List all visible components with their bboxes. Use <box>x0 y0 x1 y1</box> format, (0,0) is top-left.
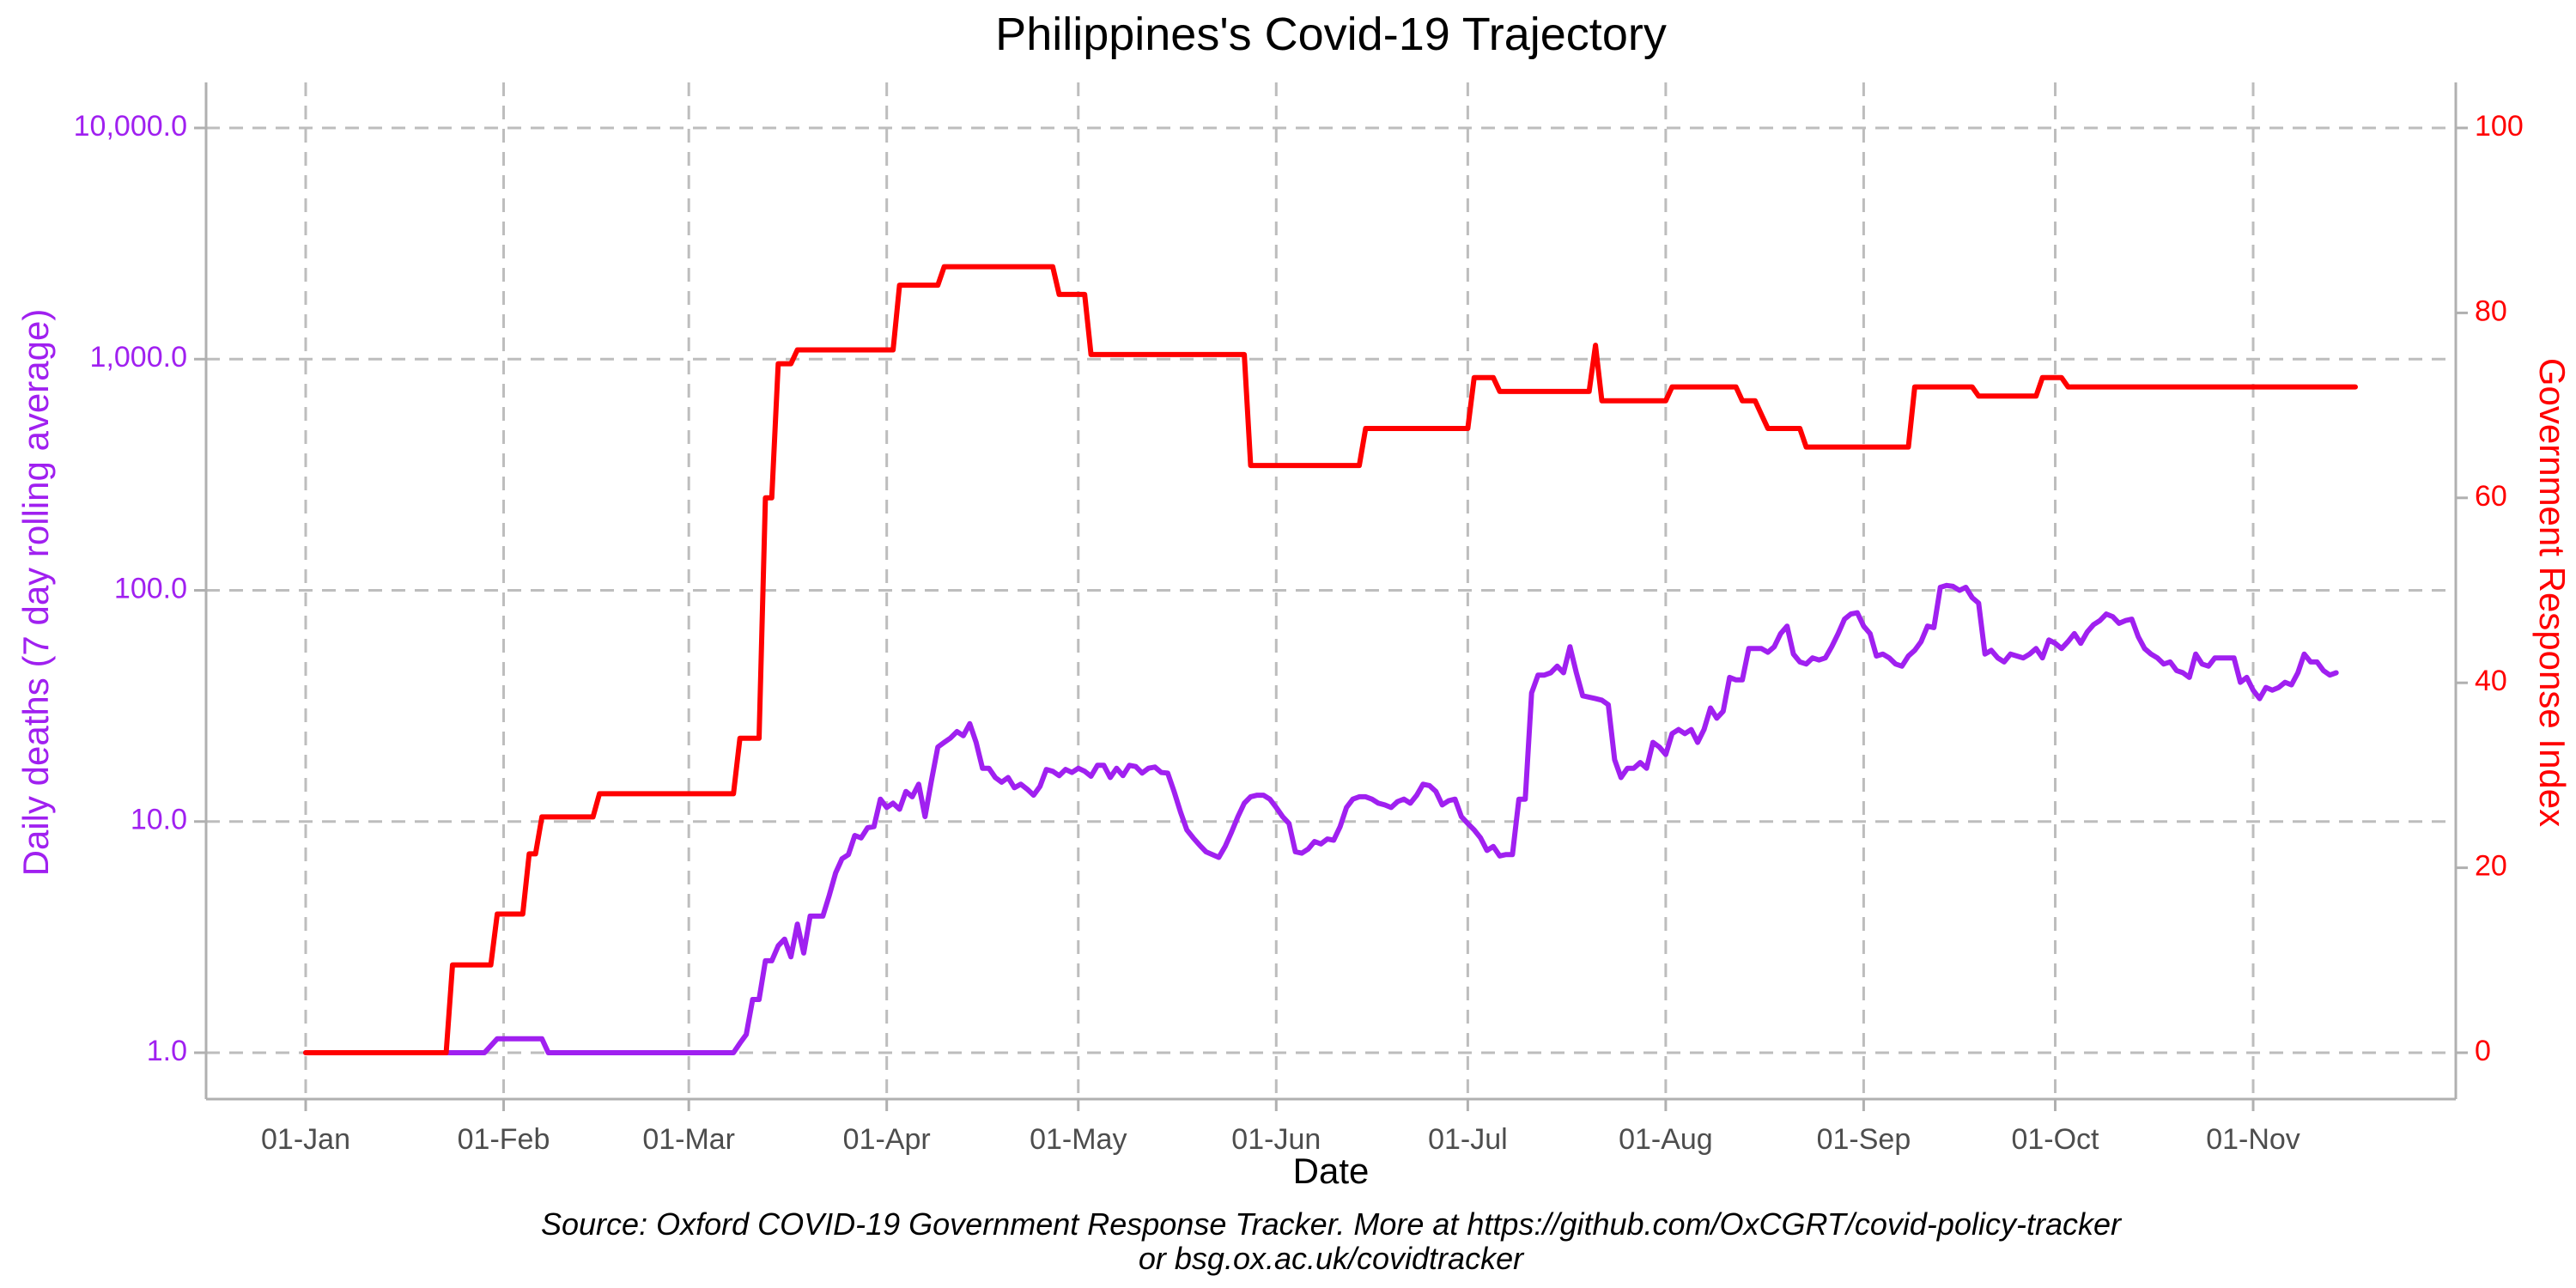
y-right-tick-label: 80 <box>2475 295 2507 327</box>
axes <box>194 82 2468 1111</box>
deaths-series-line <box>303 582 2339 1055</box>
x-tick-label: 01-May <box>1030 1123 1127 1156</box>
y-left-tick-label: 10,000.0 <box>74 110 187 143</box>
x-tick-label: 01-Sep <box>1817 1123 1911 1156</box>
y-axis-left-title: Daily deaths (7 day rolling average) <box>15 309 56 877</box>
x-tick-label: 01-Feb <box>458 1123 550 1156</box>
x-tick-label: 01-Jun <box>1231 1123 1321 1156</box>
y-left-tick-label: 1,000.0 <box>90 341 187 374</box>
plot-lines <box>303 264 2358 1055</box>
x-axis-title: Date <box>1293 1151 1370 1191</box>
tick-labels: 1.0 10.0 100.0 1,000.0 10,000.0 0 20 40 60 80 100 0… <box>74 110 2524 1156</box>
x-tick-label: 01-Mar <box>642 1123 735 1156</box>
x-tick-label: 01-Jan <box>261 1123 350 1156</box>
y-right-tick-label: 0 <box>2475 1035 2491 1067</box>
y-right-tick-label: 100 <box>2475 110 2524 143</box>
chart-title: Philippines's Covid-19 Trajectory <box>995 9 1667 60</box>
y-right-tick-label: 60 <box>2475 480 2507 513</box>
y-right-tick-label: 20 <box>2475 850 2507 883</box>
response-index-series-line <box>303 264 2358 1055</box>
source-caption-line1: Source: Oxford COVID-19 Government Respo… <box>541 1206 2123 1242</box>
x-tick-label: 01-Aug <box>1619 1123 1713 1156</box>
source-caption-line2: or bsg.ox.ac.uk/covidtracker <box>1139 1241 1525 1276</box>
grid-lines <box>206 82 2456 1099</box>
x-tick-label: 01-Jul <box>1428 1123 1508 1156</box>
y-left-tick-label: 10.0 <box>131 804 187 836</box>
x-tick-label: 01-Apr <box>843 1123 931 1156</box>
y-axis-right-title: Government Response Index <box>2532 358 2573 827</box>
x-tick-label: 01-Nov <box>2206 1123 2300 1156</box>
x-tick-label: 01-Oct <box>2011 1123 2099 1156</box>
y-left-tick-label: 100.0 <box>114 572 187 605</box>
y-left-tick-label: 1.0 <box>147 1035 187 1067</box>
y-right-tick-label: 40 <box>2475 665 2507 697</box>
